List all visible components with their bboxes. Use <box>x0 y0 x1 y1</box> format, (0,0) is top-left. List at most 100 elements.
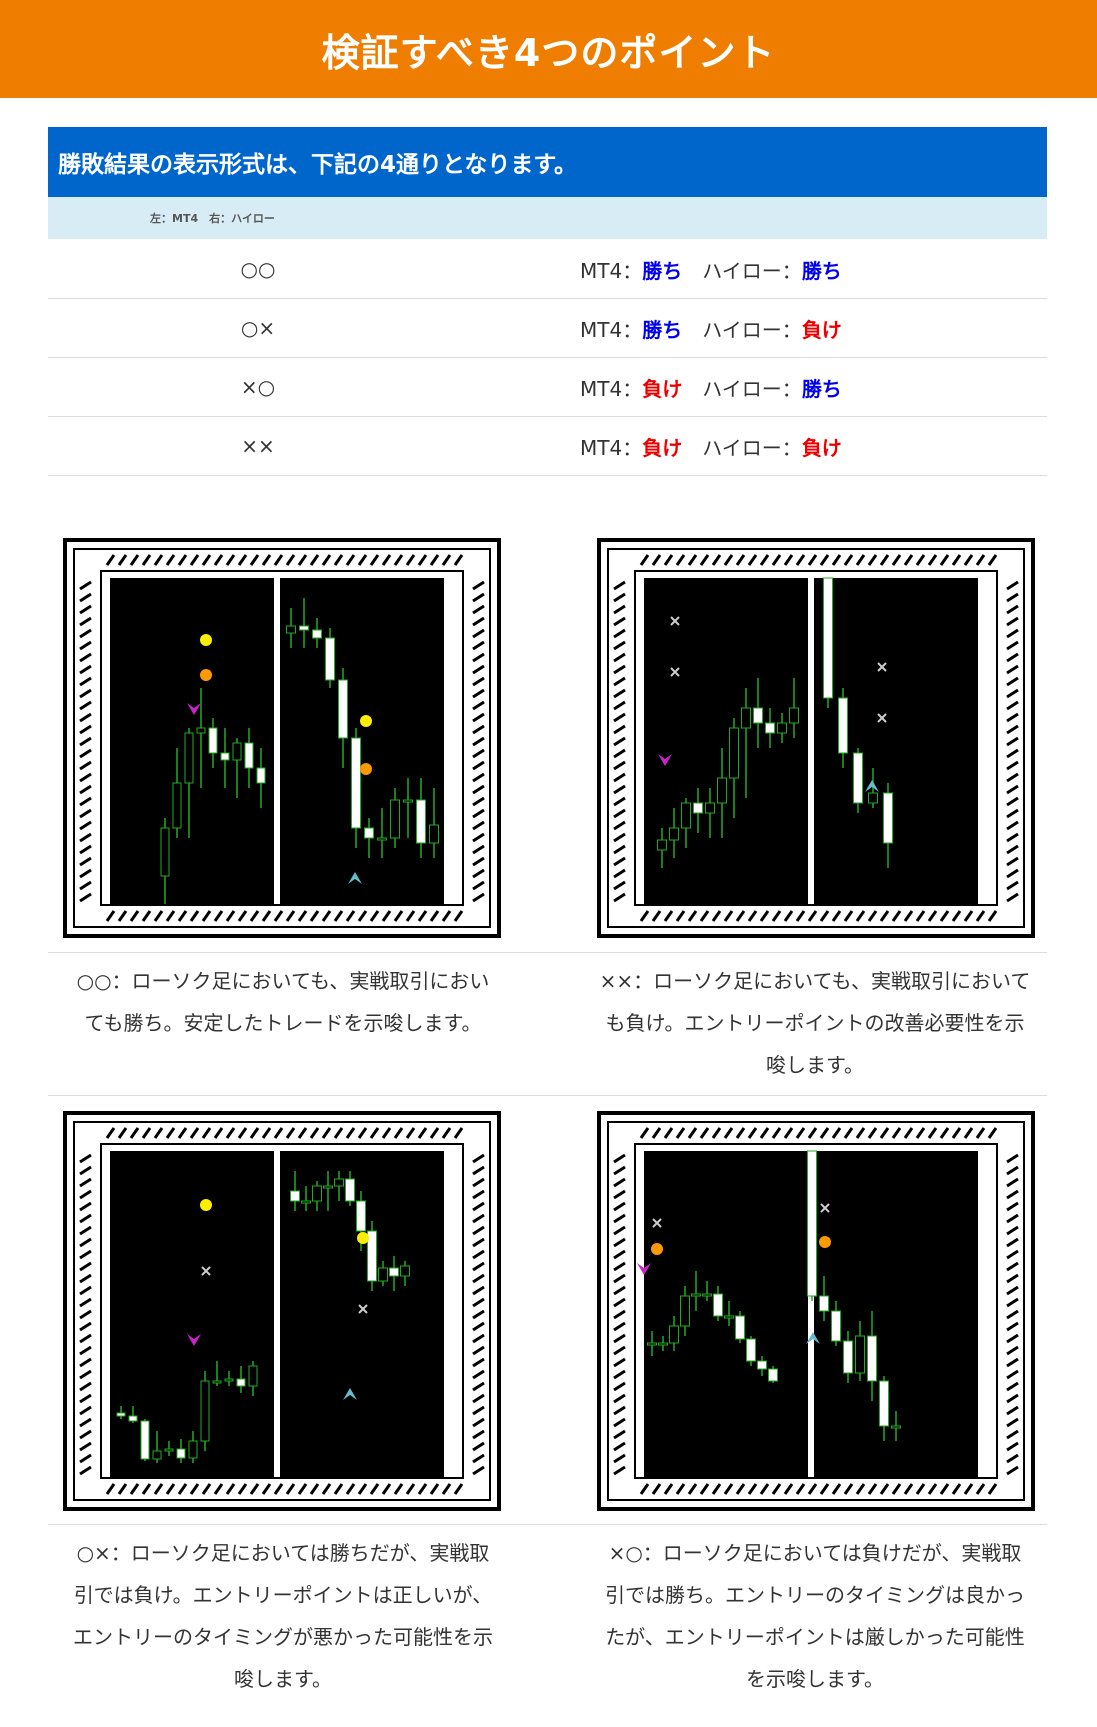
result-symbol: ○× <box>240 316 276 340</box>
marker-dot <box>360 715 372 727</box>
candle-body <box>390 799 400 839</box>
marker-dot <box>200 1199 212 1211</box>
table-header: 勝敗結果の表示形式は、下記の4通りとなります。 <box>48 127 1047 197</box>
frame-outer-border <box>597 538 1035 938</box>
separator <box>682 259 702 283</box>
highlow-result: 負け <box>801 435 842 460</box>
candle-body <box>746 1338 756 1362</box>
highlow-result: 勝ち <box>801 258 842 283</box>
candle-body <box>290 1190 300 1202</box>
frame-inner-border <box>607 1121 1025 1501</box>
frame-outer-border <box>63 538 501 938</box>
arrow-down-icon <box>637 1263 651 1275</box>
caption-line: ××：ローソク足においても、実戦取引において <box>599 969 1031 993</box>
caption-line: エントリーのタイミングが悪かった可能性を示 <box>73 1625 493 1649</box>
candle-body <box>717 777 727 804</box>
caption-line: を示唆します。 <box>746 1667 884 1691</box>
candle-body <box>312 1185 322 1202</box>
candle-body <box>853 752 863 804</box>
chart-pane-right <box>280 578 444 904</box>
marker-cross <box>670 667 680 677</box>
candle-body <box>338 679 348 739</box>
arrow-down-icon <box>187 703 201 715</box>
candle-body <box>140 1420 150 1460</box>
candle-body <box>669 1325 679 1344</box>
candle-body <box>807 1150 817 1297</box>
marker-cross <box>652 1218 662 1228</box>
candle-body <box>301 1200 311 1204</box>
candle-body <box>891 1425 901 1429</box>
caption-line: たが、エントリーポイントは厳しかった可能性 <box>605 1625 1025 1649</box>
table-row: ○○ MT4：勝ち ハイロー：勝ち <box>48 240 1047 299</box>
candle-body <box>735 1315 745 1340</box>
candle-body <box>208 727 218 754</box>
candle-body <box>724 1315 734 1319</box>
chart-panel-xx <box>597 538 1035 938</box>
highlow-result: 勝ち <box>801 376 842 401</box>
candle-body <box>757 1360 767 1370</box>
frame-inner-border <box>73 548 491 928</box>
chart-pane-left <box>644 578 808 904</box>
result-text: MT4：負け ハイロー：勝ち <box>468 373 1047 402</box>
frame-outer-border <box>597 1111 1035 1511</box>
candle-body <box>256 767 266 784</box>
caption-line: も負け。エントリーポイントの改善必要性を示 <box>605 1011 1025 1035</box>
caption-xo: ×○：ローソク足においては負けだが、実戦取 引では勝ち。エントリーのタイミングは… <box>580 1532 1050 1700</box>
candle-body <box>345 1178 355 1202</box>
mt4-result: 負け <box>642 435 683 460</box>
table-subheader: 左：MT4 右：ハイロー <box>48 197 1047 239</box>
result-symbol: ×○ <box>240 375 276 399</box>
caption-line: ○○：ローソク足においても、実戦取引におい <box>76 969 490 993</box>
page-title: 検証すべき4つのポイント <box>321 30 776 75</box>
candle-body <box>819 1295 829 1312</box>
candle-body <box>867 1335 877 1382</box>
candle-body <box>702 1293 712 1297</box>
candle-body <box>212 1380 222 1384</box>
candle-body <box>232 742 242 761</box>
result-text: MT4：勝ち ハイロー：勝ち <box>468 255 1047 284</box>
candle-body <box>325 637 335 681</box>
candle-body <box>777 722 787 734</box>
candle-body <box>705 802 715 814</box>
candle-body <box>429 824 439 844</box>
candle-body <box>680 1295 690 1327</box>
mt4-label: MT4： <box>580 435 643 460</box>
candle-body <box>116 1412 126 1417</box>
candle-body <box>334 1178 344 1187</box>
candle-body <box>248 1365 258 1387</box>
marker-cross <box>877 713 887 723</box>
candle-body <box>855 1335 865 1374</box>
candle-body <box>364 827 374 839</box>
divider <box>48 1095 1047 1096</box>
mt4-result: 負け <box>642 376 683 401</box>
marker-cross <box>820 1203 830 1213</box>
highlow-label: ハイロー： <box>702 258 802 283</box>
candle-body <box>176 1448 186 1459</box>
marker-dot <box>651 1243 663 1255</box>
caption-oo: ○○：ローソク足においても、実戦取引におい ても勝ち。安定したトレードを示唆しま… <box>48 960 518 1044</box>
mt4-label: MT4： <box>580 376 643 401</box>
highlow-label: ハイロー： <box>702 376 802 401</box>
frame-inner-border <box>634 570 998 906</box>
candle-body <box>868 792 878 804</box>
candle-body <box>389 1267 399 1277</box>
mt4-label: MT4： <box>580 258 643 283</box>
candle-body <box>657 839 667 851</box>
divider <box>48 952 1047 953</box>
frame-hatching <box>613 554 1019 922</box>
caption-line: ても勝ち。安定したトレードを示唆します。 <box>84 1011 482 1035</box>
table-row: ○× MT4：勝ち ハイロー：負け <box>48 299 1047 358</box>
chart-pane-left <box>110 1151 274 1477</box>
frame-hatching <box>79 1127 485 1495</box>
result-text: MT4：負け ハイロー：負け <box>468 432 1047 461</box>
table-row: ×○ MT4：負け ハイロー：勝ち <box>48 358 1047 417</box>
candle-body <box>416 799 426 844</box>
candle-body <box>200 1380 210 1442</box>
arrow-down-icon <box>187 1334 201 1346</box>
arrow-up-icon <box>343 1388 357 1400</box>
candle-body <box>367 1230 377 1282</box>
candle-body <box>236 1378 246 1387</box>
arrow-up-icon <box>806 1332 820 1344</box>
caption-line: 引では負け。エントリーポイントは正しいが、 <box>73 1583 493 1607</box>
candle-body <box>681 802 691 829</box>
